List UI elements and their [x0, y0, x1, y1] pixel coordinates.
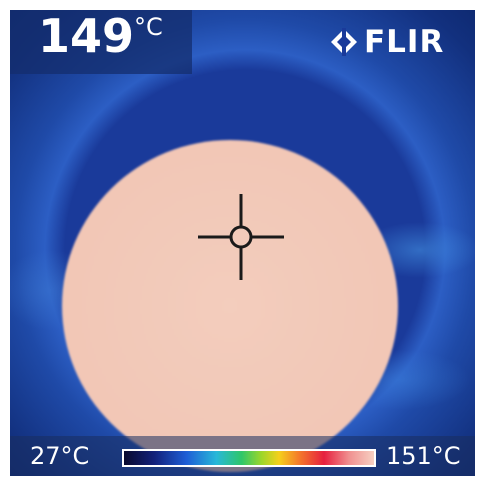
spot-temperature-unit: °C [134, 13, 163, 41]
spot-temperature-readout: 149°C [38, 13, 163, 59]
hot-spot-disc [62, 140, 398, 472]
brand-logo: FLIR [330, 22, 444, 62]
spot-meter-crosshair-icon [198, 194, 284, 280]
scale-max-label: 151°C [386, 442, 461, 470]
scale-min-label: 27°C [30, 442, 90, 470]
spot-temperature-value: 149 [38, 9, 135, 63]
color-palette-bar [122, 449, 376, 467]
flir-diamond-logo-icon [331, 28, 357, 56]
thermal-image [10, 10, 475, 476]
spot-temperature-box [10, 10, 192, 74]
brand-name: FLIR [364, 24, 445, 60]
